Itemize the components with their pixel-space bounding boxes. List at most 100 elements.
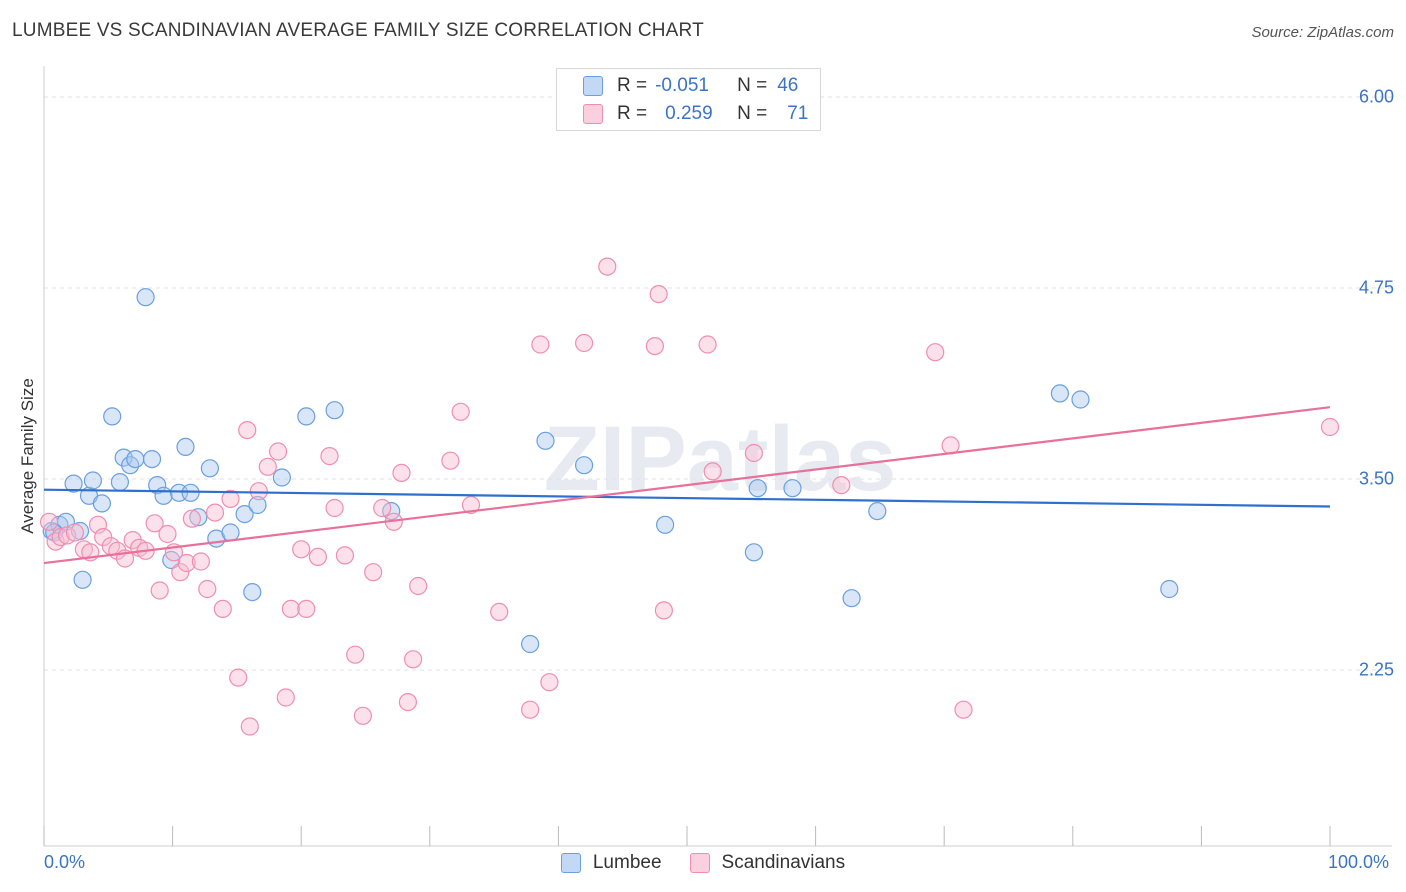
data-point [832,476,851,495]
lumbee-swatch [583,76,603,96]
data-point [540,673,559,692]
data-point [926,343,945,362]
data-point [649,285,668,304]
legend-label: Lumbee [592,852,662,873]
data-point [325,498,344,518]
data-point [281,599,300,619]
data-point [221,489,240,508]
r-label: R = [617,103,648,124]
y-tick-label: 4.75 [1358,277,1394,298]
series-lumbee [42,288,1179,654]
data-point [136,288,155,307]
data-point [320,447,339,466]
data-point [353,706,372,725]
stats-row-scandinavians: R = 0.259 N = 71 [557,100,808,128]
data-point [249,482,268,501]
scandinavians-swatch [689,853,710,873]
data-point [1160,579,1179,599]
data-point [451,402,470,421]
data-point [191,552,210,571]
data-point [409,576,428,596]
data-point [520,700,540,719]
data-point [1320,417,1340,437]
grid-lines [44,96,1392,671]
source-credit: Source: ZipAtlas.com [1251,24,1394,41]
trend-line [43,488,1331,508]
data-point [213,599,232,619]
data-point [272,468,291,487]
data-point [171,563,190,582]
data-point [200,459,219,478]
n-label: N = [737,75,768,96]
trend-lines [43,406,1331,565]
y-tick-label: 2.25 [1358,659,1394,680]
r-value: -0.051 [655,75,709,96]
data-point [142,450,162,469]
data-point [748,479,767,498]
legend-label: Scandinavians [721,852,846,873]
data-point [248,495,267,515]
data-point [150,581,169,600]
data-point [158,524,177,544]
data-point [744,443,764,463]
data-point [404,650,423,669]
data-point [703,462,722,481]
data-point [148,476,167,495]
data-point [189,508,208,527]
data-point [39,512,59,531]
x-tick-label-min: 0.0% [44,852,86,872]
data-point [240,717,259,736]
data-point [276,688,295,707]
data-point [177,553,196,573]
data-point [574,456,594,475]
data-point [574,333,594,353]
y-tick-label: 3.50 [1358,468,1394,489]
data-point [103,407,122,426]
data-point [110,473,130,492]
data-point [536,431,555,450]
data-point [182,509,201,528]
data-point [531,335,550,354]
data-point [73,570,92,589]
data-point [229,668,248,687]
data-point [145,514,164,533]
r-label: R = [617,75,648,96]
series-legend: Lumbee Scandinavians [0,852,1406,874]
data-point [392,463,411,482]
data-point [868,502,887,521]
data-point [269,442,288,461]
data-point [490,602,509,622]
stats-row-lumbee: R = -0.051 N = 46 [557,72,798,100]
data-point [520,634,540,654]
data-point [94,527,113,547]
data-point [598,257,617,276]
legend-item-lumbee: Lumbee [560,852,662,874]
data-point [292,540,311,559]
data-point [83,471,103,490]
data-point [65,523,85,542]
data-point [373,498,392,518]
data-point [441,451,460,470]
trend-line [43,406,1331,565]
legend-item-scandinavians: Scandinavians [689,852,846,874]
scandinavians-swatch [583,104,603,124]
data-point [92,494,112,513]
y-tick-label: 6.00 [1358,86,1394,107]
r-value: 0.259 [665,103,713,124]
data-point [297,599,316,619]
data-point [154,486,173,505]
data-point [346,645,365,664]
data-point [645,337,665,356]
data-point [954,700,973,719]
data-point [744,543,764,562]
n-value: 71 [787,103,809,124]
data-point [783,479,802,498]
n-label: N = [737,103,768,124]
data-point [364,563,383,582]
data-point [308,547,327,567]
data-point [258,457,277,476]
data-point [126,450,145,469]
data-point [325,401,344,420]
data-point [698,335,717,354]
